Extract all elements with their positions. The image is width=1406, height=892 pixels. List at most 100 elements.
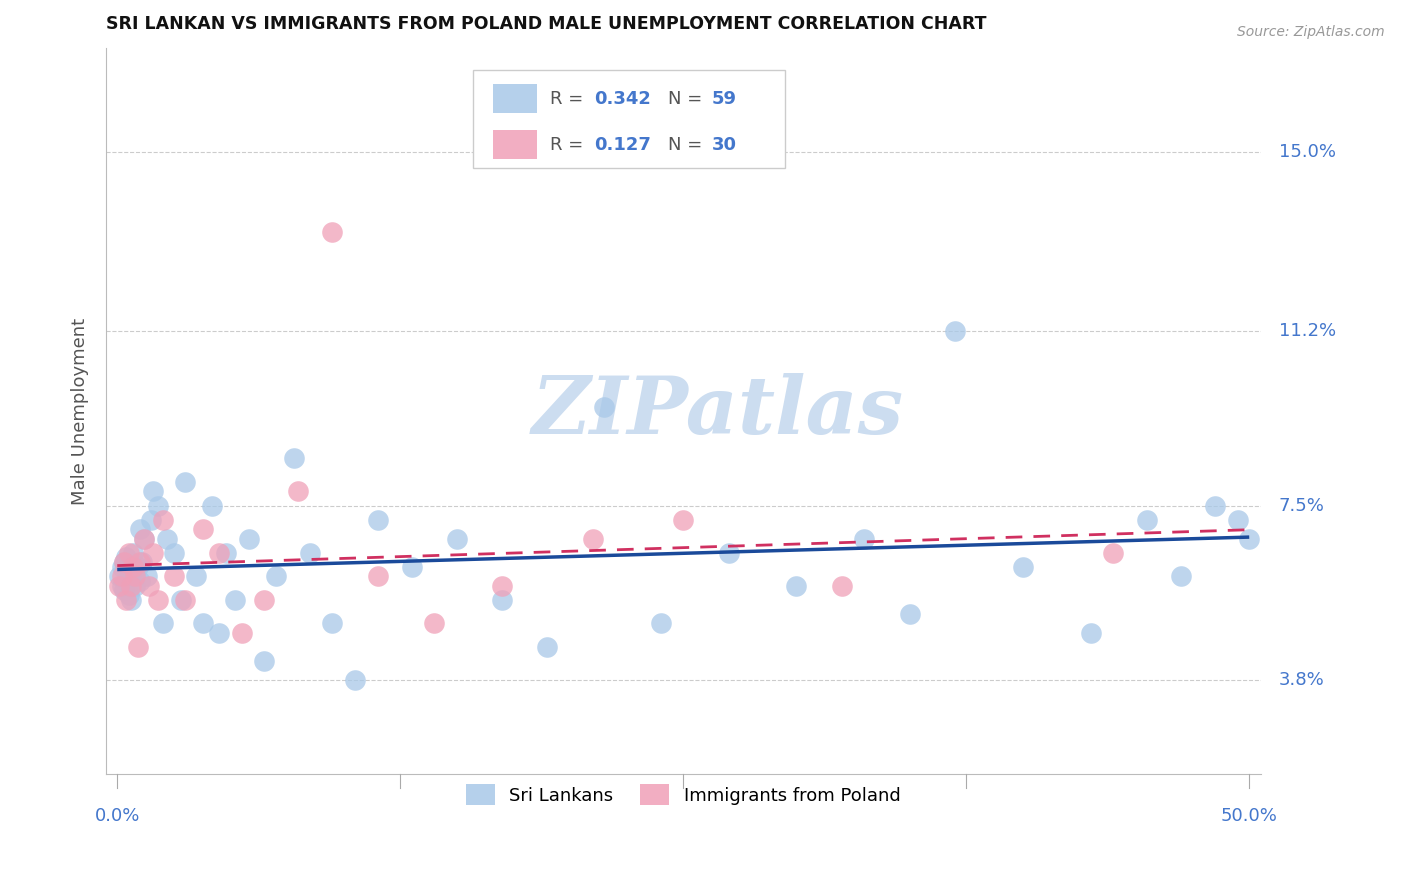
Point	[287, 484, 309, 499]
Point	[111, 560, 134, 574]
Point	[108, 579, 131, 593]
Point	[146, 499, 169, 513]
Text: 0.127: 0.127	[595, 136, 651, 154]
Point	[1170, 569, 1192, 583]
Legend: Sri Lankans, Immigrants from Poland: Sri Lankans, Immigrants from Poland	[458, 777, 908, 813]
Text: 0.342: 0.342	[595, 89, 651, 108]
Point	[208, 546, 231, 560]
Point	[127, 640, 149, 654]
Point	[283, 451, 305, 466]
Point	[120, 593, 142, 607]
Point	[112, 555, 135, 569]
Bar	[492, 130, 537, 160]
Point	[115, 574, 138, 588]
Point	[108, 569, 131, 583]
Point	[831, 579, 853, 593]
Point	[174, 593, 197, 607]
Point	[193, 522, 215, 536]
Text: 15.0%: 15.0%	[1278, 143, 1336, 161]
Point	[134, 532, 156, 546]
Point	[146, 593, 169, 607]
Point	[491, 579, 513, 593]
Point	[111, 569, 134, 583]
Point	[120, 579, 142, 593]
Point	[343, 673, 366, 687]
Point	[238, 532, 260, 546]
Point	[215, 546, 238, 560]
Text: SRI LANKAN VS IMMIGRANTS FROM POLAND MALE UNEMPLOYMENT CORRELATION CHART: SRI LANKAN VS IMMIGRANTS FROM POLAND MAL…	[105, 15, 987, 33]
Text: 0.0%: 0.0%	[94, 807, 141, 825]
Point	[1102, 546, 1125, 560]
Point	[321, 225, 343, 239]
Point	[201, 499, 224, 513]
Point	[122, 546, 145, 560]
Point	[650, 616, 672, 631]
Point	[1237, 532, 1260, 546]
Text: N =: N =	[668, 89, 709, 108]
Text: 11.2%: 11.2%	[1278, 322, 1336, 340]
Point	[717, 546, 740, 560]
Point	[141, 513, 163, 527]
Point	[128, 522, 150, 536]
Text: Source: ZipAtlas.com: Source: ZipAtlas.com	[1237, 25, 1385, 39]
Point	[124, 579, 146, 593]
Point	[582, 532, 605, 546]
Text: R =: R =	[550, 136, 589, 154]
Text: 59: 59	[711, 89, 737, 108]
Text: ZIPatlas: ZIPatlas	[531, 373, 904, 450]
Point	[120, 569, 142, 583]
Point	[593, 400, 616, 414]
Point	[321, 616, 343, 631]
Point	[138, 579, 160, 593]
Point	[124, 569, 146, 583]
Point	[117, 565, 139, 579]
Text: R =: R =	[550, 89, 589, 108]
Point	[491, 593, 513, 607]
Text: N =: N =	[668, 136, 709, 154]
Point	[186, 569, 208, 583]
Point	[117, 546, 139, 560]
Point	[231, 625, 253, 640]
Point	[1226, 513, 1249, 527]
Point	[127, 560, 149, 574]
Point	[163, 569, 186, 583]
Point	[224, 593, 246, 607]
Point	[1204, 499, 1226, 513]
Point	[122, 560, 145, 574]
Text: 30: 30	[711, 136, 737, 154]
Point	[367, 569, 389, 583]
Point	[131, 555, 153, 569]
Point	[536, 640, 558, 654]
Point	[134, 532, 156, 546]
Point	[446, 532, 468, 546]
Point	[853, 532, 876, 546]
Text: 3.8%: 3.8%	[1278, 671, 1324, 689]
Point	[128, 574, 150, 588]
Point	[367, 513, 389, 527]
Point	[298, 546, 321, 560]
Point	[898, 607, 921, 621]
Point	[163, 546, 186, 560]
Point	[115, 550, 138, 565]
Text: 7.5%: 7.5%	[1278, 497, 1324, 515]
Point	[111, 579, 134, 593]
Point	[423, 616, 446, 631]
Point	[401, 560, 423, 574]
Point	[193, 616, 215, 631]
Point	[152, 513, 174, 527]
Point	[785, 579, 807, 593]
Point	[1011, 560, 1033, 574]
Point	[142, 546, 165, 560]
Point	[169, 593, 191, 607]
Point	[112, 555, 135, 569]
Point	[117, 588, 139, 602]
Point	[943, 324, 966, 338]
Point	[1136, 513, 1159, 527]
Text: 50.0%: 50.0%	[1220, 807, 1278, 825]
FancyBboxPatch shape	[472, 70, 785, 169]
Point	[1080, 625, 1102, 640]
Point	[253, 593, 276, 607]
Point	[174, 475, 197, 489]
Bar	[492, 84, 537, 113]
Point	[128, 555, 150, 569]
